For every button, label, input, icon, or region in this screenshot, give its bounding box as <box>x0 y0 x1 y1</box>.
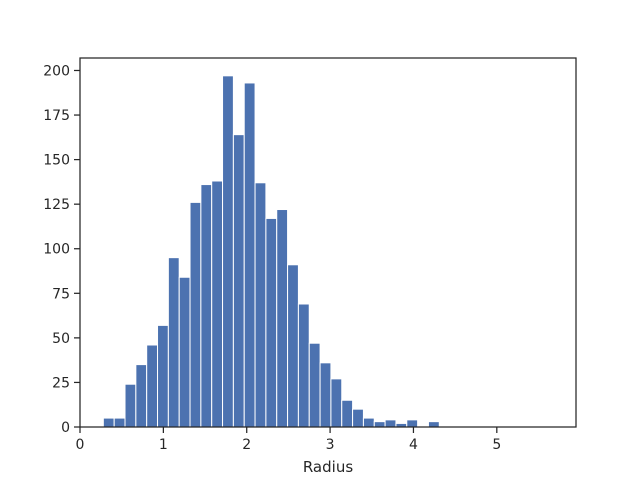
y-tick-label: 125 <box>43 197 70 213</box>
y-tick-label: 175 <box>43 108 70 124</box>
histogram-bar <box>124 383 137 428</box>
histogram-bar <box>189 201 202 428</box>
histogram-bar <box>406 419 419 428</box>
histogram-bar <box>362 417 375 428</box>
histogram-bar <box>265 217 278 428</box>
histogram-bar <box>254 182 267 428</box>
histogram-bar <box>276 209 289 428</box>
histogram-bar <box>146 344 159 428</box>
x-tick-label: 2 <box>242 437 251 453</box>
y-tick-label: 50 <box>52 331 70 347</box>
plot-frame <box>79 57 577 428</box>
y-tick-label: 25 <box>52 375 70 391</box>
bars-group <box>102 75 440 428</box>
x-tick-label: 1 <box>159 437 168 453</box>
x-tick-label: 5 <box>492 437 501 453</box>
y-tick-label: 200 <box>43 63 70 79</box>
histogram-bar <box>102 417 115 428</box>
histogram-bar <box>287 264 299 428</box>
histogram-bar <box>297 303 310 428</box>
y-tick-label: 75 <box>52 286 70 302</box>
y-tick-label: 150 <box>43 153 70 169</box>
histogram-bar <box>373 421 386 428</box>
histogram-bar <box>200 184 213 428</box>
histogram-bar <box>352 408 364 428</box>
histogram-bar <box>211 180 224 428</box>
x-tick-label: 3 <box>326 437 335 453</box>
histogram-bar <box>330 378 343 428</box>
histogram-bar <box>427 421 440 428</box>
histogram-bar <box>308 342 321 428</box>
x-tick-label: 0 <box>76 437 85 453</box>
histogram-bar <box>135 364 148 428</box>
histogram-bar <box>243 82 256 428</box>
histogram-bar <box>341 399 354 428</box>
histogram-bar <box>178 276 191 428</box>
histogram-bar <box>319 362 332 428</box>
histogram-bar <box>384 419 397 428</box>
histogram-bar <box>232 134 245 428</box>
y-tick-label: 0 <box>61 420 70 436</box>
histogram-bar <box>157 324 169 428</box>
histogram-bar <box>113 417 126 428</box>
y-tick-label: 100 <box>43 242 70 258</box>
x-tick-label: 4 <box>409 437 418 453</box>
x-axis-label: Radius <box>303 458 353 476</box>
histogram-bar <box>222 75 234 428</box>
histogram-bar <box>167 257 180 428</box>
